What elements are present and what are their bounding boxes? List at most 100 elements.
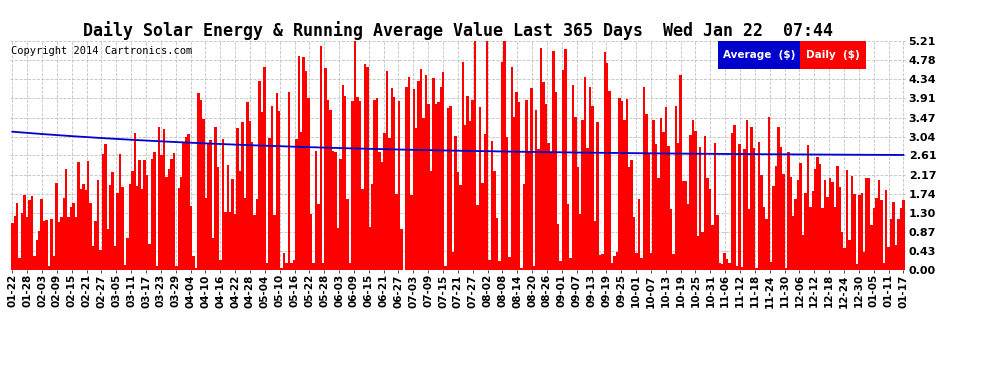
Bar (616, 252, 618, 270)
Bar (109, 184, 112, 270)
Bar (476, 205, 479, 270)
Bar (513, 117, 516, 270)
Bar (77, 162, 79, 270)
Bar (508, 257, 511, 270)
Bar (523, 183, 525, 270)
Bar (790, 177, 792, 270)
Bar (454, 136, 456, 270)
Bar (860, 193, 863, 270)
Bar (332, 151, 335, 270)
Bar (569, 258, 571, 270)
Bar (160, 154, 163, 270)
Bar (55, 183, 57, 270)
Bar (486, 41, 488, 270)
Bar (664, 106, 667, 270)
Bar (785, 268, 787, 270)
Bar (430, 171, 433, 270)
Bar (464, 125, 466, 270)
Bar (895, 246, 897, 270)
Bar (11, 223, 14, 270)
Bar (202, 120, 205, 270)
Bar (175, 266, 177, 270)
Bar (496, 218, 498, 270)
Bar (827, 197, 829, 270)
Bar (792, 216, 794, 270)
Bar (136, 186, 139, 270)
Bar (525, 99, 528, 270)
Bar (386, 71, 388, 270)
Bar (745, 120, 748, 270)
Bar (234, 214, 237, 270)
Bar (119, 154, 122, 270)
Bar (702, 232, 704, 270)
Bar (734, 125, 736, 270)
Bar (413, 89, 415, 270)
Bar (185, 136, 187, 270)
Bar (99, 250, 102, 270)
Bar (757, 142, 760, 270)
Bar (645, 114, 647, 270)
Bar (190, 206, 192, 270)
Bar (260, 112, 263, 270)
Bar (97, 180, 99, 270)
Bar (239, 171, 242, 270)
Bar (902, 200, 905, 270)
Bar (557, 224, 559, 270)
Bar (767, 117, 770, 270)
Bar (65, 169, 67, 270)
Text: Copyright 2014 Cartronics.com: Copyright 2014 Cartronics.com (11, 46, 192, 56)
Bar (662, 132, 664, 270)
Bar (217, 167, 219, 270)
Bar (445, 266, 446, 270)
Bar (770, 262, 772, 270)
Bar (493, 171, 496, 270)
Bar (528, 152, 530, 270)
Bar (554, 92, 557, 270)
Bar (887, 248, 890, 270)
Bar (148, 244, 150, 270)
Bar (674, 106, 677, 270)
Bar (433, 78, 435, 270)
Text: Daily  ($): Daily ($) (806, 50, 859, 60)
Bar (638, 199, 641, 270)
Bar (31, 196, 33, 270)
Bar (84, 190, 87, 270)
Bar (107, 230, 109, 270)
Bar (516, 92, 518, 270)
Bar (150, 159, 153, 270)
Bar (451, 252, 454, 270)
Bar (253, 214, 256, 270)
Bar (348, 263, 351, 270)
Bar (694, 131, 697, 270)
Bar (182, 143, 185, 270)
Bar (330, 110, 332, 270)
Bar (501, 62, 503, 270)
Bar (335, 152, 337, 270)
Bar (481, 183, 483, 270)
Bar (268, 138, 270, 270)
Bar (775, 166, 777, 270)
Bar (870, 225, 873, 270)
Bar (428, 104, 430, 270)
Bar (197, 93, 200, 270)
Bar (205, 198, 207, 270)
Title: Daily Solar Energy & Running Average Value Last 365 Days  Wed Jan 22  07:44: Daily Solar Energy & Running Average Val… (83, 21, 833, 40)
Bar (232, 178, 234, 270)
Bar (850, 176, 853, 270)
Bar (491, 141, 493, 270)
Bar (880, 201, 883, 270)
Bar (310, 214, 312, 270)
Bar (50, 219, 52, 270)
Bar (599, 255, 601, 270)
Bar (832, 182, 834, 270)
Bar (87, 161, 89, 270)
Bar (679, 75, 682, 270)
Bar (19, 258, 21, 270)
Bar (437, 102, 440, 270)
Bar (623, 120, 626, 270)
Bar (317, 204, 320, 270)
Bar (295, 138, 298, 270)
Bar (760, 175, 762, 270)
Bar (739, 144, 741, 270)
Bar (222, 138, 224, 270)
